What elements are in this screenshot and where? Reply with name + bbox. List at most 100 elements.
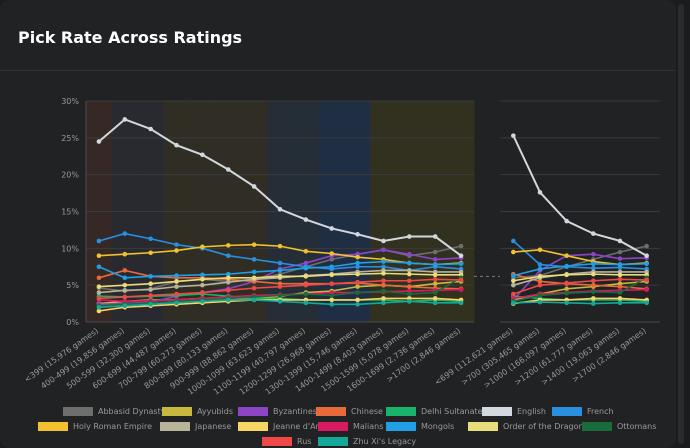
data-point-ayyubids [564, 286, 569, 292]
data-point-order-of-the-dragon [511, 278, 516, 284]
data-point-mongols [591, 261, 596, 267]
data-point-jeanne-d-arc [96, 308, 102, 314]
series-line-byzantines [512, 253, 647, 301]
data-point-rus [96, 296, 102, 301]
data-point-byzantines [432, 257, 438, 262]
data-point-zhu-xi-s-legacy [96, 304, 102, 310]
data-point-jeanne-d-arc [329, 297, 335, 303]
data-point-ottomans [564, 290, 569, 296]
data-point-zhu-xi-s-legacy [355, 302, 360, 307]
data-point-order-of-the-dragon [225, 275, 231, 281]
data-point-abbasid-dynasty [458, 243, 464, 249]
data-point-chinese [591, 282, 596, 288]
data-point-order-of-the-dragon [564, 272, 569, 278]
data-point-order-of-the-dragon [122, 282, 128, 288]
data-point-zhu-xi-s-legacy [200, 299, 205, 304]
data-point-ottomans [432, 290, 438, 295]
data-point-mongols [225, 271, 231, 277]
data-point-byzantines [617, 256, 623, 261]
legend-item-jeanne-d-arc[interactable]: Jeanne d'Arc [238, 422, 323, 431]
data-point-order-of-the-dragon [96, 284, 102, 289]
data-point-ayyubids [432, 281, 438, 286]
data-point-holy-roman-empire [303, 248, 309, 254]
legend-item-ayyubids[interactable]: Ayyubids [162, 407, 233, 416]
legend-item-order-of-the-dragon[interactable]: Order of the Dragon [468, 422, 584, 431]
legend-label: Rus [297, 437, 312, 446]
legend-swatch [238, 422, 268, 431]
legend-item-holy-roman-empire[interactable]: Holy Roman Empire [38, 422, 152, 431]
legend-swatch [552, 407, 582, 416]
data-point-rus [148, 293, 153, 298]
data-point-mongols [381, 259, 386, 264]
data-point-byzantines [381, 247, 386, 253]
legend-item-ottomans[interactable]: Ottomans [582, 422, 656, 431]
legend-item-chinese[interactable]: Chinese [316, 407, 383, 416]
data-point-holy-roman-empire [355, 254, 360, 260]
series-line-jeanne-d-arc [513, 297, 647, 305]
legend-item-byzantines[interactable]: Byzantines [238, 407, 317, 416]
legend-label: Malians [353, 422, 384, 431]
data-point-holy-roman-empire [96, 253, 102, 258]
data-point-ayyubids [355, 284, 360, 289]
legend-item-japanese[interactable]: Japanese [160, 422, 231, 431]
legend-item-abbasid-dynasty[interactable]: Abbasid Dynasty [63, 407, 165, 416]
legend-label: Ayyubids [197, 407, 234, 416]
data-point-jeanne-d-arc [591, 296, 596, 301]
data-point-byzantines [591, 251, 596, 257]
legend-label: Jeanne d'Arc [273, 422, 324, 431]
y-tick-label: 20% [61, 171, 79, 180]
legend-swatch [238, 407, 268, 416]
legend-item-rus[interactable]: Rus [262, 437, 311, 446]
data-point-ottomans [303, 291, 309, 297]
data-point-mongols [617, 262, 623, 267]
data-point-zhu-xi-s-legacy [174, 300, 179, 306]
series-line-ottomans [513, 277, 648, 303]
data-point-english [407, 234, 412, 239]
data-point-mongols [251, 269, 257, 275]
data-point-holy-roman-empire [148, 250, 153, 256]
data-point-zhu-xi-s-legacy [329, 302, 335, 307]
legend-item-english[interactable]: English [482, 407, 546, 416]
data-point-jeanne-d-arc [617, 296, 623, 301]
legend-item-mongols[interactable]: Mongols [386, 422, 454, 431]
data-point-mongols [329, 264, 335, 270]
legend-swatch [63, 407, 93, 416]
legend-item-delhi-sultanate[interactable]: Delhi Sultanate [386, 407, 483, 416]
legend-label: Order of the Dragon [503, 422, 584, 431]
data-point-english [591, 231, 596, 236]
data-point-mongols [537, 266, 543, 272]
data-point-holy-roman-empire [277, 243, 283, 249]
data-point-rus [617, 276, 623, 282]
legend-item-french[interactable]: French [552, 407, 614, 416]
data-point-rus [200, 290, 205, 295]
data-point-english [225, 167, 231, 172]
data-point-zhu-xi-s-legacy [407, 299, 412, 304]
data-point-holy-roman-empire [329, 251, 335, 256]
data-point-english [617, 238, 623, 244]
data-point-abbasid-dynasty [432, 249, 438, 255]
data-point-english [303, 217, 309, 222]
legend-swatch [316, 407, 346, 416]
scrollbar[interactable] [678, 4, 684, 444]
data-point-order-of-the-dragon [537, 274, 543, 279]
data-point-rus [225, 288, 231, 293]
data-point-french [225, 253, 231, 258]
y-tick-label: 0% [66, 318, 79, 327]
data-point-ottomans [277, 293, 283, 298]
data-point-order-of-the-dragon [617, 272, 623, 278]
data-point-mongols [355, 260, 360, 266]
data-point-zhu-xi-s-legacy [277, 299, 283, 304]
data-point-malians [644, 287, 649, 292]
legend-label: Abbasid Dynasty [98, 407, 166, 416]
y-tick-label: 5% [66, 281, 79, 290]
data-point-mongols [96, 264, 102, 270]
data-point-french [381, 264, 386, 270]
data-point-english [277, 206, 283, 212]
data-point-zhu-xi-s-legacy [251, 297, 257, 303]
legend-item-zhu-xi-s-legacy[interactable]: Zhu Xi's Legacy [318, 437, 416, 446]
data-point-rus [355, 279, 360, 285]
legend-swatch [582, 422, 612, 431]
data-point-rus [591, 278, 596, 284]
data-point-order-of-the-dragon [432, 272, 438, 278]
legend-item-malians[interactable]: Malians [318, 422, 383, 431]
